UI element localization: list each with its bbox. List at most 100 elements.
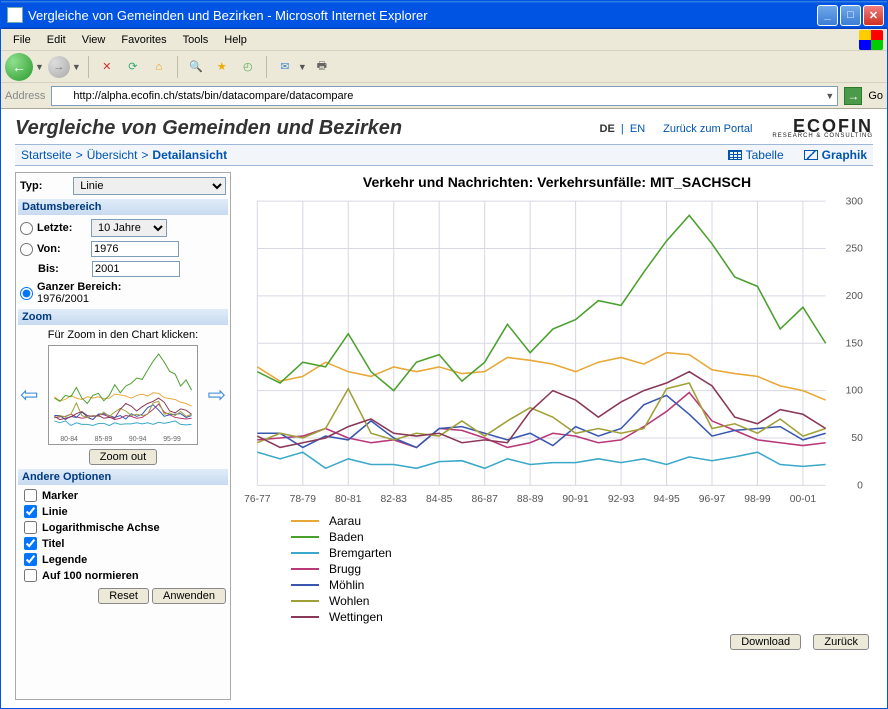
zoom-hint: Für Zoom in den Chart klicken:	[20, 329, 226, 341]
legend-item: Brugg	[291, 562, 873, 576]
window-titlebar: Vergleiche von Gemeinden und Bezirken - …	[1, 1, 887, 29]
svg-text:90-91: 90-91	[562, 494, 589, 505]
legend-item: Aarau	[291, 514, 873, 528]
page-title: Vergleiche von Gemeinden und Bezirken	[15, 117, 600, 140]
back-button[interactable]: ←	[5, 53, 33, 81]
address-input[interactable]: http://alpha.ecofin.ch/stats/bin/datacom…	[51, 86, 838, 106]
svg-text:50: 50	[851, 433, 863, 444]
zoom-out-button[interactable]: Zoom out	[89, 449, 157, 465]
menu-file[interactable]: File	[5, 32, 39, 48]
minimize-button[interactable]: _	[817, 5, 838, 26]
language-switch[interactable]: DE | EN	[600, 123, 646, 135]
svg-text:78-79: 78-79	[290, 494, 317, 505]
menu-edit[interactable]: Edit	[39, 32, 74, 48]
legend-item: Wettingen	[291, 610, 873, 624]
download-button[interactable]: Download	[730, 634, 801, 650]
back-button-page[interactable]: Zurück	[813, 634, 869, 650]
svg-text:200: 200	[846, 291, 863, 302]
menu-tools[interactable]: Tools	[175, 32, 217, 48]
stop-button[interactable]: ✕	[96, 56, 118, 78]
svg-text:92-93: 92-93	[608, 494, 635, 505]
radio-from[interactable]	[20, 243, 33, 256]
forward-dropdown[interactable]: ▼	[72, 62, 81, 72]
to-input[interactable]	[92, 261, 180, 277]
zoom-right-arrow[interactable]: ⇨	[208, 382, 226, 408]
chk-line[interactable]	[24, 505, 37, 518]
zoom-section-title: Zoom	[18, 309, 228, 325]
options-section-title: Andere Optionen	[18, 469, 228, 485]
svg-text:84-85: 84-85	[426, 494, 453, 505]
svg-text:82-83: 82-83	[381, 494, 408, 505]
print-button[interactable]: 🖶	[311, 56, 333, 78]
svg-text:88-89: 88-89	[517, 494, 544, 505]
legend-item: Baden	[291, 530, 873, 544]
svg-text:98-99: 98-99	[744, 494, 771, 505]
mail-button[interactable]: ✉	[274, 56, 296, 78]
radio-full-range[interactable]	[20, 287, 33, 300]
address-label: Address	[5, 90, 45, 102]
legend-item: Bremgarten	[291, 546, 873, 560]
address-bar: Address http://alpha.ecofin.ch/stats/bin…	[1, 83, 887, 109]
bc-home[interactable]: Startseite	[21, 148, 72, 162]
svg-text:86-87: 86-87	[471, 494, 498, 505]
from-input[interactable]	[91, 241, 179, 257]
windows-logo-icon	[859, 30, 883, 50]
svg-text:94-95: 94-95	[653, 494, 680, 505]
radio-last[interactable]	[20, 222, 33, 235]
svg-text:96-97: 96-97	[699, 494, 726, 505]
last-select[interactable]: 10 Jahre	[91, 219, 167, 237]
zoom-left-arrow[interactable]: ⇦	[20, 382, 38, 408]
menu-help[interactable]: Help	[216, 32, 255, 48]
go-label: Go	[868, 90, 883, 102]
forward-button[interactable]: →	[48, 56, 70, 78]
back-dropdown[interactable]: ▼	[35, 62, 44, 72]
portal-link[interactable]: Zurück zum Portal	[663, 123, 752, 135]
address-url: http://alpha.ecofin.ch/stats/bin/datacom…	[73, 90, 353, 102]
type-select[interactable]: Linie	[73, 177, 226, 195]
type-label: Typ:	[20, 180, 69, 192]
chk-legend[interactable]	[24, 553, 37, 566]
date-section-title: Datumsbereich	[18, 199, 228, 215]
chk-title[interactable]	[24, 537, 37, 550]
menu-view[interactable]: View	[74, 32, 114, 48]
line-chart: 76-77 78-79 80-81 82-83 84-85 86-87 88-89 90-91…	[241, 196, 873, 506]
svg-text:95-99: 95-99	[163, 436, 181, 443]
chk-log[interactable]	[24, 521, 37, 534]
toolbar: ←▼ →▼ ✕ ⟳ ⌂ 🔍 ★ ◴ ✉▼ 🖶	[1, 51, 887, 83]
chart-legend: AarauBadenBremgartenBruggMöhlinWohlenWet…	[291, 512, 873, 626]
history-button[interactable]: ◴	[237, 56, 259, 78]
close-button[interactable]: ✕	[863, 5, 884, 26]
refresh-button[interactable]: ⟳	[122, 56, 144, 78]
svg-text:80-84: 80-84	[60, 436, 78, 443]
svg-text:76-77: 76-77	[244, 494, 271, 505]
tab-graph[interactable]: Graphik	[804, 148, 867, 162]
reset-button[interactable]: Reset	[98, 588, 149, 604]
svg-text:90-94: 90-94	[129, 436, 147, 443]
search-button[interactable]: 🔍	[185, 56, 207, 78]
legend-item: Möhlin	[291, 578, 873, 592]
svg-text:80-81: 80-81	[335, 494, 362, 505]
svg-text:250: 250	[846, 244, 863, 255]
sidebar: Typ: Linie Datumsbereich Letzte: 10 Jahr…	[15, 172, 231, 700]
menu-favorites[interactable]: Favorites	[113, 32, 174, 48]
ecofin-logo: ECOFIN RESEARCH & CONSULTING	[772, 118, 873, 140]
window-title: Vergleiche von Gemeinden und Bezirken - …	[28, 8, 815, 23]
maximize-button[interactable]: □	[840, 5, 861, 26]
favorites-button[interactable]: ★	[211, 56, 233, 78]
apply-button[interactable]: Anwenden	[152, 588, 226, 604]
go-button[interactable]: →	[844, 87, 862, 105]
svg-text:300: 300	[846, 196, 863, 207]
svg-text:0: 0	[857, 480, 863, 491]
bc-current: Detailansicht	[152, 148, 227, 162]
menu-bar: File Edit View Favorites Tools Help	[1, 29, 887, 51]
table-icon	[728, 150, 742, 160]
home-button[interactable]: ⌂	[148, 56, 170, 78]
chk-norm[interactable]	[24, 569, 37, 582]
zoom-thumbnail[interactable]: 80-8485-8990-9495-99	[48, 345, 198, 445]
bc-overview[interactable]: Übersicht	[87, 148, 138, 162]
tab-table[interactable]: Tabelle	[728, 148, 784, 162]
svg-text:00-01: 00-01	[790, 494, 817, 505]
page-icon	[7, 7, 23, 23]
chk-marker[interactable]	[24, 489, 37, 502]
breadcrumb: Startseite > Übersicht > Detailansicht T…	[15, 144, 873, 166]
